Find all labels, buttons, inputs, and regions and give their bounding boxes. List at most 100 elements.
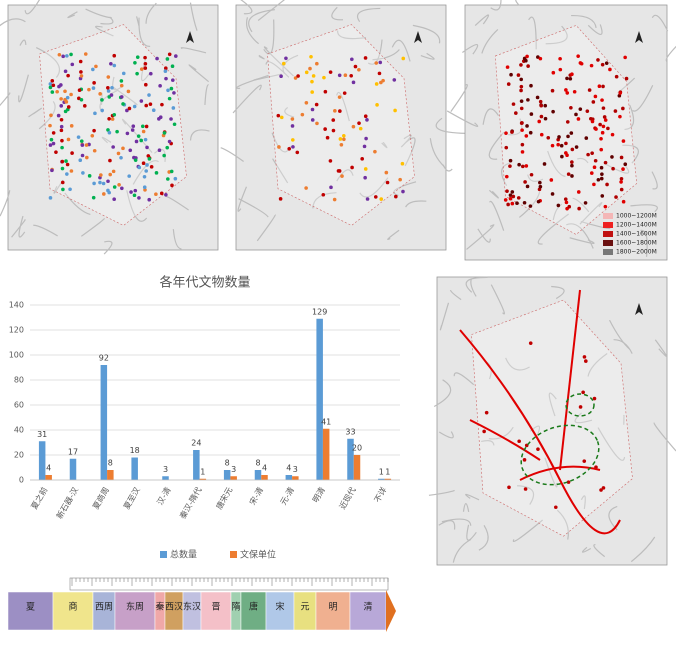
site-dot bbox=[305, 71, 309, 75]
site-dot bbox=[108, 159, 112, 163]
site-dot bbox=[606, 127, 610, 131]
site-dot bbox=[100, 109, 104, 113]
legend-swatch bbox=[603, 222, 613, 228]
site-dot bbox=[277, 114, 281, 118]
site-dot bbox=[378, 72, 382, 76]
site-dot bbox=[91, 68, 95, 72]
site-dot bbox=[517, 163, 521, 167]
site-dot bbox=[565, 91, 569, 95]
site-dot bbox=[364, 167, 368, 171]
site-dot bbox=[364, 56, 368, 60]
site-dot bbox=[359, 127, 363, 131]
site-dot bbox=[338, 73, 342, 77]
site-dot bbox=[582, 459, 586, 463]
site-dot bbox=[579, 107, 583, 111]
site-dot bbox=[280, 116, 284, 120]
site-dot bbox=[511, 202, 515, 206]
site-dot bbox=[145, 163, 149, 167]
site-dot bbox=[131, 128, 135, 132]
value-label: 8 bbox=[225, 459, 230, 468]
site-dot bbox=[83, 104, 87, 108]
site-dot bbox=[524, 487, 528, 491]
period-label: 秦 bbox=[155, 601, 164, 613]
site-dot bbox=[66, 96, 70, 100]
value-label: 18 bbox=[130, 446, 140, 455]
site-dot bbox=[592, 100, 596, 104]
site-dot bbox=[365, 118, 369, 122]
bar bbox=[224, 470, 231, 480]
value-label: 4 bbox=[46, 464, 51, 473]
site-dot bbox=[170, 184, 174, 188]
site-dot bbox=[84, 52, 88, 56]
site-dot bbox=[515, 201, 519, 205]
site-dot bbox=[147, 198, 151, 202]
site-dot bbox=[554, 505, 558, 509]
site-dot bbox=[357, 68, 361, 72]
site-dot bbox=[92, 129, 96, 133]
site-dot bbox=[593, 165, 597, 169]
y-tick-label: 100 bbox=[9, 351, 24, 360]
site-dot bbox=[58, 53, 62, 57]
site-dot bbox=[364, 137, 368, 141]
site-dot bbox=[50, 79, 54, 83]
bar bbox=[39, 441, 46, 480]
value-label: 3 bbox=[163, 465, 168, 474]
bar bbox=[193, 450, 200, 480]
period-label: 清 bbox=[363, 601, 372, 613]
site-dot bbox=[519, 78, 523, 82]
site-dot bbox=[537, 200, 541, 204]
site-dot bbox=[79, 70, 83, 74]
site-dot bbox=[99, 173, 103, 177]
site-dot bbox=[352, 125, 356, 129]
legend-swatch bbox=[160, 551, 167, 558]
site-dot bbox=[66, 163, 70, 167]
site-dot bbox=[60, 118, 64, 122]
site-dot bbox=[509, 197, 513, 201]
site-dot bbox=[526, 98, 530, 102]
site-dot bbox=[133, 193, 137, 197]
site-dot bbox=[590, 151, 594, 155]
site-dot bbox=[571, 148, 575, 152]
site-dot bbox=[144, 62, 148, 66]
site-dot bbox=[398, 178, 402, 182]
site-dot bbox=[144, 104, 148, 108]
bar bbox=[131, 458, 138, 481]
bar bbox=[101, 365, 108, 480]
site-dot bbox=[108, 131, 112, 135]
site-dot bbox=[312, 74, 316, 78]
site-dot bbox=[570, 164, 574, 168]
site-dot bbox=[620, 177, 624, 181]
site-dot bbox=[133, 61, 137, 65]
site-dot bbox=[329, 159, 333, 163]
site-dot bbox=[623, 56, 627, 60]
site-dot bbox=[586, 109, 590, 113]
site-dot bbox=[525, 55, 529, 59]
site-dot bbox=[592, 183, 596, 187]
y-tick-label: 120 bbox=[9, 326, 24, 335]
site-dot bbox=[601, 131, 605, 135]
site-dot bbox=[66, 74, 70, 78]
chart-title: 各年代文物数量 bbox=[159, 275, 250, 291]
site-dot bbox=[80, 74, 84, 78]
site-dot bbox=[611, 167, 615, 171]
site-dot bbox=[64, 159, 68, 163]
site-dot bbox=[59, 104, 63, 108]
value-label: 4 bbox=[262, 464, 267, 473]
legend-swatch bbox=[230, 551, 237, 558]
site-dot bbox=[119, 156, 123, 160]
bar bbox=[316, 319, 323, 480]
site-dot bbox=[584, 201, 588, 205]
site-dot bbox=[526, 64, 530, 68]
site-dot bbox=[61, 160, 65, 164]
site-dot bbox=[120, 95, 124, 99]
period-label: 夏 bbox=[26, 602, 35, 613]
value-label: 8 bbox=[108, 459, 113, 468]
site-dot bbox=[70, 169, 74, 173]
site-dot bbox=[69, 93, 73, 97]
site-dot bbox=[514, 111, 518, 115]
site-dot bbox=[539, 104, 543, 108]
site-dot bbox=[121, 147, 125, 151]
site-dot bbox=[577, 117, 581, 121]
site-dot bbox=[77, 135, 81, 139]
site-dot bbox=[68, 187, 72, 191]
